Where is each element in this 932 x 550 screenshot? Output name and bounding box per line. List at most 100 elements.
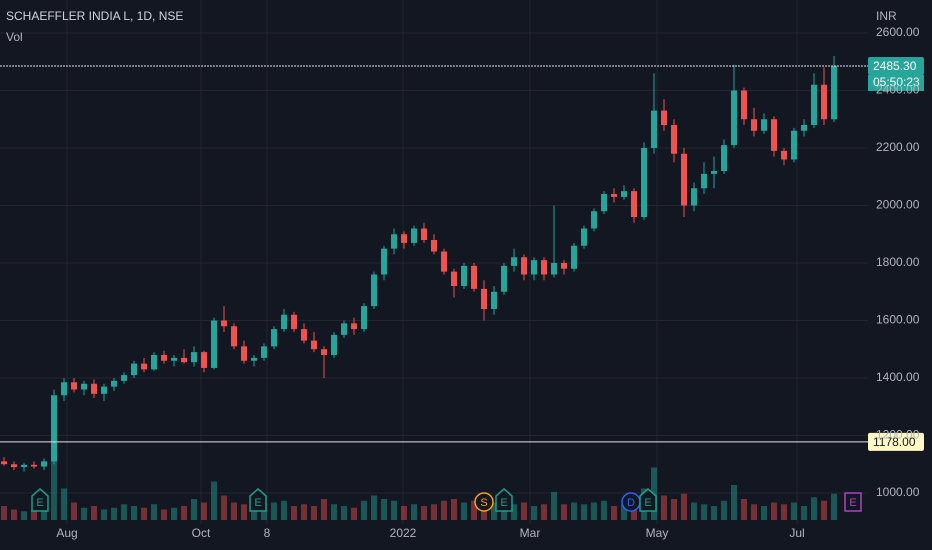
candle-body bbox=[581, 228, 587, 246]
volume-bar bbox=[31, 509, 37, 520]
volume-bar bbox=[311, 506, 317, 520]
candle-body bbox=[151, 355, 157, 370]
candle-body bbox=[41, 461, 47, 467]
x-tick-label: Jul bbox=[789, 526, 804, 540]
volume-bar bbox=[781, 504, 787, 520]
candle-body bbox=[1, 461, 7, 465]
volume-bar bbox=[601, 500, 607, 520]
candle-body bbox=[681, 153, 687, 206]
y-tick-label: 1600.00 bbox=[876, 313, 920, 327]
volume-bar bbox=[341, 506, 347, 520]
volume-bar bbox=[491, 502, 497, 520]
candle-body bbox=[601, 194, 607, 212]
y-tick-label: 1200.00 bbox=[876, 428, 920, 442]
event-marker bbox=[31, 488, 49, 512]
volume-bar bbox=[91, 506, 97, 520]
event-marker bbox=[474, 492, 494, 512]
volume-bar bbox=[441, 500, 447, 520]
candle-body bbox=[671, 125, 677, 154]
candle-body bbox=[351, 323, 357, 330]
candle-body bbox=[411, 228, 417, 243]
candle-body bbox=[801, 125, 807, 131]
event-label: E bbox=[644, 497, 651, 509]
candle-body bbox=[451, 271, 457, 286]
volume-bar bbox=[271, 502, 277, 520]
candle-body bbox=[741, 90, 747, 120]
candle-body bbox=[141, 363, 147, 370]
candle-body bbox=[211, 320, 217, 368]
volume-bar bbox=[381, 499, 387, 520]
candle-body bbox=[611, 194, 617, 197]
volume-bar bbox=[551, 492, 557, 520]
candle-body bbox=[241, 346, 247, 361]
event-label: E bbox=[500, 497, 507, 509]
candle-body bbox=[421, 228, 427, 240]
volume-bar bbox=[241, 504, 247, 520]
candle-body bbox=[91, 383, 97, 394]
candle-body bbox=[621, 191, 627, 197]
volume-bar bbox=[681, 493, 687, 520]
volume-bar bbox=[461, 502, 467, 520]
volume-bar bbox=[71, 502, 77, 520]
candle-body bbox=[81, 383, 87, 390]
volume-bar bbox=[721, 500, 727, 520]
candle-body bbox=[261, 346, 267, 358]
candle-body bbox=[401, 234, 407, 243]
event-label: D bbox=[627, 497, 635, 509]
volume-bar bbox=[301, 504, 307, 520]
volume-bar bbox=[331, 504, 337, 520]
price-label: 1178.00 bbox=[873, 435, 916, 449]
event-label: E bbox=[254, 497, 261, 509]
x-tick-label: Oct bbox=[192, 526, 211, 540]
candle-body bbox=[191, 352, 197, 363]
candle-body bbox=[461, 265, 467, 286]
candle-body bbox=[721, 145, 727, 171]
candle-body bbox=[221, 320, 227, 327]
volume-bar bbox=[321, 499, 327, 520]
volume-bar bbox=[691, 502, 697, 520]
candle-body bbox=[231, 326, 237, 347]
candle-body bbox=[761, 119, 767, 131]
x-tick-label: 2022 bbox=[390, 526, 417, 540]
y-tick-label: 2600.00 bbox=[876, 25, 920, 39]
candle-body bbox=[691, 188, 697, 206]
candle-body bbox=[271, 329, 277, 347]
candle-body bbox=[161, 355, 167, 361]
candle-body bbox=[811, 84, 817, 125]
candle-body bbox=[21, 464, 27, 468]
volume-bar bbox=[391, 500, 397, 520]
candle-body bbox=[181, 357, 187, 363]
candle-body bbox=[121, 375, 127, 381]
y-tick-label: 2200.00 bbox=[876, 140, 920, 154]
volume-bar bbox=[231, 502, 237, 520]
candle-body bbox=[711, 171, 717, 174]
y-tick-label: 1400.00 bbox=[876, 370, 920, 384]
chart-title: SCHAEFFLER INDIA L, 1D, NSE bbox=[6, 9, 183, 23]
volume-bar bbox=[471, 500, 477, 520]
candle-body bbox=[71, 382, 77, 390]
x-tick-label: May bbox=[646, 526, 669, 540]
y-tick-label: 2400.00 bbox=[876, 83, 920, 97]
volume-bar bbox=[621, 504, 627, 520]
volume-bar bbox=[51, 450, 57, 520]
volume-bar bbox=[581, 504, 587, 520]
candle-body bbox=[701, 173, 707, 189]
candle-body bbox=[171, 357, 177, 361]
candle-body bbox=[781, 150, 787, 160]
volume-bar bbox=[521, 502, 527, 520]
volume-bar bbox=[151, 504, 157, 520]
volume-label: Vol bbox=[6, 30, 23, 44]
volume-bar bbox=[141, 507, 147, 520]
candle-body bbox=[521, 257, 527, 275]
volume-bar bbox=[701, 504, 707, 520]
y-tick-label: 1800.00 bbox=[876, 255, 920, 269]
candle-body bbox=[791, 130, 797, 160]
price-label: 2485.30 bbox=[873, 59, 917, 73]
x-tick-label: Aug bbox=[56, 526, 77, 540]
candle-body bbox=[441, 251, 447, 272]
volume-bar bbox=[171, 507, 177, 520]
volume-bar bbox=[761, 506, 767, 520]
volume-bar bbox=[131, 506, 137, 520]
candle-body bbox=[301, 329, 307, 341]
